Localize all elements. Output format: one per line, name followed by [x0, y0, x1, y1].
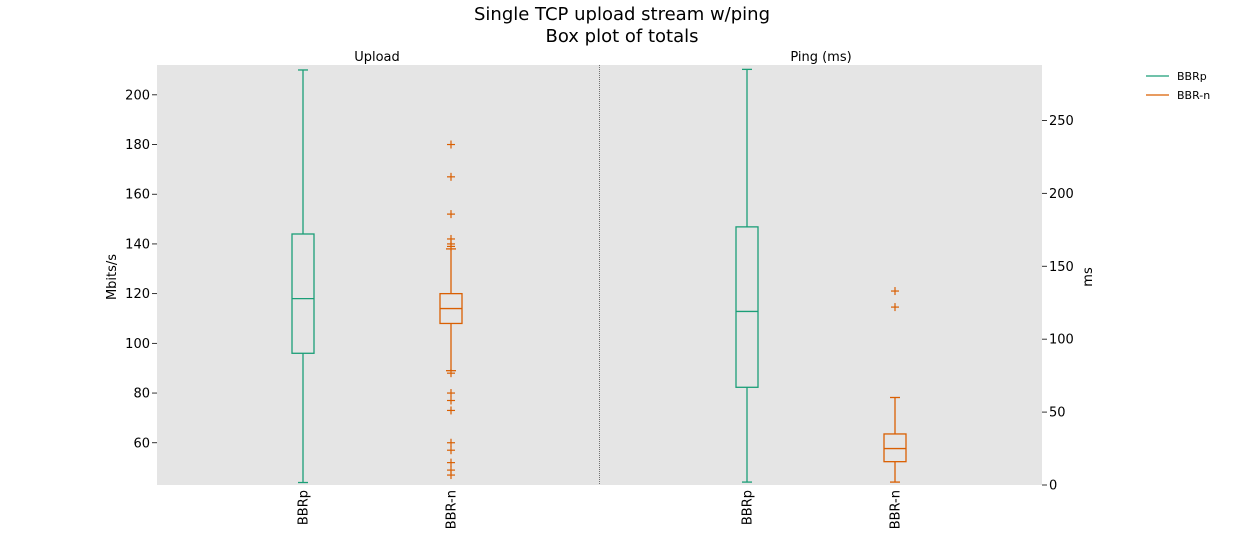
- chart-subtitle: Box plot of totals: [545, 26, 698, 47]
- upload-bbr-n-outlier: [447, 172, 455, 181]
- upload-bbr-n-outlier: [447, 242, 455, 251]
- ping-ms-bbr-n-outlier: [891, 287, 899, 296]
- ping-ms-y-tick-label: 200: [1049, 187, 1074, 202]
- ping-ms-y-tick-label: 250: [1049, 114, 1074, 129]
- ping-ms-x-tick-label: BBR-n: [889, 490, 904, 529]
- upload-y-tick-label: 180: [125, 138, 150, 153]
- upload-bbr-n-outlier: [447, 389, 455, 398]
- upload-x-tick-label: BBRp: [297, 490, 312, 525]
- upload-bbr-n-outlier: [447, 438, 455, 447]
- legend: BBRp BBR-n: [1146, 70, 1210, 102]
- ping-ms-y-tick-label: 100: [1049, 333, 1074, 348]
- legend-label-bbrp: BBRp: [1177, 70, 1207, 83]
- chart-title: Single TCP upload stream w/ping: [474, 4, 770, 25]
- ping-y-axis-label: ms: [1081, 267, 1096, 287]
- upload-y-tick-label: 120: [125, 287, 150, 302]
- ping-ms-y-tick-label: 0: [1049, 479, 1057, 494]
- chart-marks: 60 80 100 120 140 160 180 200 BBRp BBR-n 0 50 100 150…: [125, 68, 1074, 529]
- upload-bbr-n-outlier: [447, 140, 455, 149]
- ping-ms-x-tick-label: BBRp: [741, 490, 756, 525]
- upload-bbr-n-outlier: [447, 458, 455, 467]
- upload-y-tick-label: 140: [125, 237, 150, 252]
- upload-bbr-n-outlier: [447, 369, 455, 378]
- upload-y-tick-label: 200: [125, 88, 150, 103]
- ping-ms-bbr-n-outlier: [891, 303, 899, 312]
- ping-ms-bbrp-box: [735, 226, 759, 388]
- upload-y-axis-label: Mbits/s: [105, 254, 120, 300]
- ping-ms-bbr-n-box: [883, 433, 907, 463]
- upload-y-tick-label: 60: [133, 436, 150, 451]
- ping-ms-y-tick-label: 150: [1049, 260, 1074, 275]
- upload-y-tick-label: 160: [125, 188, 150, 203]
- ping-panel-title: Ping (ms): [790, 50, 851, 65]
- upload-y-tick-label: 80: [133, 387, 150, 402]
- ping-ms-y-tick-label: 50: [1049, 406, 1066, 421]
- upload-bbr-n-outlier: [447, 406, 455, 415]
- upload-bbr-n-outlier: [447, 471, 455, 480]
- upload-bbr-n-outlier: [447, 396, 455, 405]
- upload-panel-title: Upload: [354, 50, 400, 65]
- upload-bbrp-box: [291, 233, 315, 354]
- upload-bbr-n-outlier: [447, 210, 455, 219]
- upload-y-tick-label: 100: [125, 337, 150, 352]
- legend-label-bbr-n: BBR-n: [1177, 89, 1210, 102]
- upload-x-tick-label: BBR-n: [445, 490, 460, 529]
- upload-bbr-n-outlier: [447, 446, 455, 455]
